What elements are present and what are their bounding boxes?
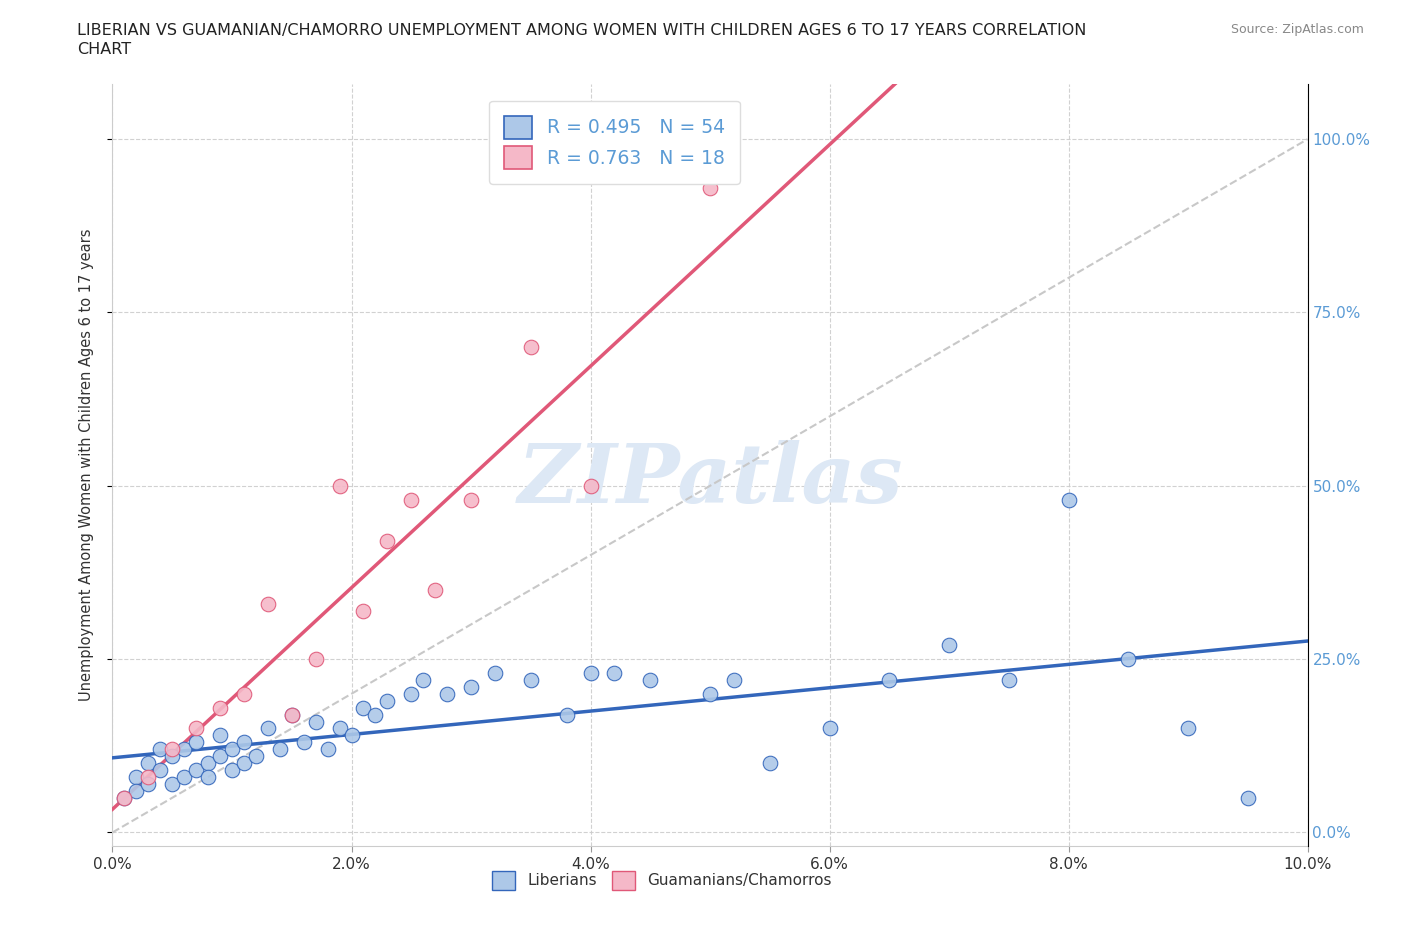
Point bbox=[281, 707, 304, 722]
Point bbox=[412, 672, 434, 687]
Point bbox=[460, 680, 482, 695]
Point bbox=[305, 714, 328, 729]
Point bbox=[162, 777, 183, 791]
Point bbox=[114, 790, 135, 805]
Point bbox=[377, 693, 399, 708]
Point bbox=[197, 756, 219, 771]
Legend: Liberians, Guamanians/Chamorros: Liberians, Guamanians/Chamorros bbox=[486, 865, 838, 896]
Point bbox=[173, 769, 195, 784]
Point bbox=[162, 742, 183, 757]
Point bbox=[603, 666, 626, 681]
Point bbox=[723, 672, 745, 687]
Point bbox=[579, 666, 602, 681]
Point bbox=[316, 742, 339, 757]
Point bbox=[699, 686, 721, 701]
Point bbox=[186, 721, 208, 736]
Point bbox=[699, 180, 721, 195]
Point bbox=[209, 728, 232, 743]
Point bbox=[233, 735, 256, 750]
Point bbox=[377, 534, 399, 549]
Point bbox=[340, 728, 363, 743]
Point bbox=[257, 596, 280, 611]
Point bbox=[125, 783, 148, 798]
Point bbox=[257, 721, 280, 736]
Point bbox=[209, 700, 232, 715]
Point bbox=[305, 652, 328, 667]
Point bbox=[579, 478, 602, 493]
Point bbox=[938, 638, 960, 653]
Point bbox=[173, 742, 195, 757]
Point bbox=[125, 769, 148, 784]
Point bbox=[353, 604, 375, 618]
Text: CHART: CHART bbox=[77, 42, 131, 57]
Point bbox=[149, 742, 172, 757]
Point bbox=[149, 763, 172, 777]
Point bbox=[1118, 652, 1140, 667]
Point bbox=[269, 742, 291, 757]
Point bbox=[233, 756, 256, 771]
Point bbox=[209, 749, 232, 764]
Point bbox=[484, 666, 506, 681]
Point bbox=[221, 742, 243, 757]
Point bbox=[425, 582, 447, 597]
Point bbox=[233, 686, 256, 701]
Point bbox=[1177, 721, 1199, 736]
Point bbox=[329, 721, 352, 736]
Point bbox=[197, 769, 219, 784]
Point bbox=[818, 721, 841, 736]
Point bbox=[281, 707, 304, 722]
Point bbox=[1237, 790, 1260, 805]
Point bbox=[186, 735, 208, 750]
Text: LIBERIAN VS GUAMANIAN/CHAMORRO UNEMPLOYMENT AMONG WOMEN WITH CHILDREN AGES 6 TO : LIBERIAN VS GUAMANIAN/CHAMORRO UNEMPLOYM… bbox=[77, 23, 1087, 38]
Point bbox=[329, 478, 352, 493]
Point bbox=[555, 707, 578, 722]
Point bbox=[138, 769, 160, 784]
Point bbox=[162, 749, 183, 764]
Point bbox=[221, 763, 243, 777]
Point bbox=[186, 763, 208, 777]
Point bbox=[998, 672, 1021, 687]
Point bbox=[520, 339, 543, 354]
Point bbox=[245, 749, 267, 764]
Point bbox=[1057, 492, 1080, 507]
Y-axis label: Unemployment Among Women with Children Ages 6 to 17 years: Unemployment Among Women with Children A… bbox=[79, 229, 94, 701]
Point bbox=[292, 735, 315, 750]
Point bbox=[436, 686, 458, 701]
Point bbox=[879, 672, 901, 687]
Point bbox=[460, 492, 482, 507]
Point bbox=[364, 707, 387, 722]
Point bbox=[401, 686, 423, 701]
Point bbox=[759, 756, 782, 771]
Text: ZIPatlas: ZIPatlas bbox=[517, 440, 903, 520]
Point bbox=[353, 700, 375, 715]
Point bbox=[138, 777, 160, 791]
Point bbox=[640, 672, 662, 687]
Point bbox=[114, 790, 135, 805]
Point bbox=[401, 492, 423, 507]
Point bbox=[138, 756, 160, 771]
Point bbox=[520, 672, 543, 687]
Text: Source: ZipAtlas.com: Source: ZipAtlas.com bbox=[1230, 23, 1364, 36]
